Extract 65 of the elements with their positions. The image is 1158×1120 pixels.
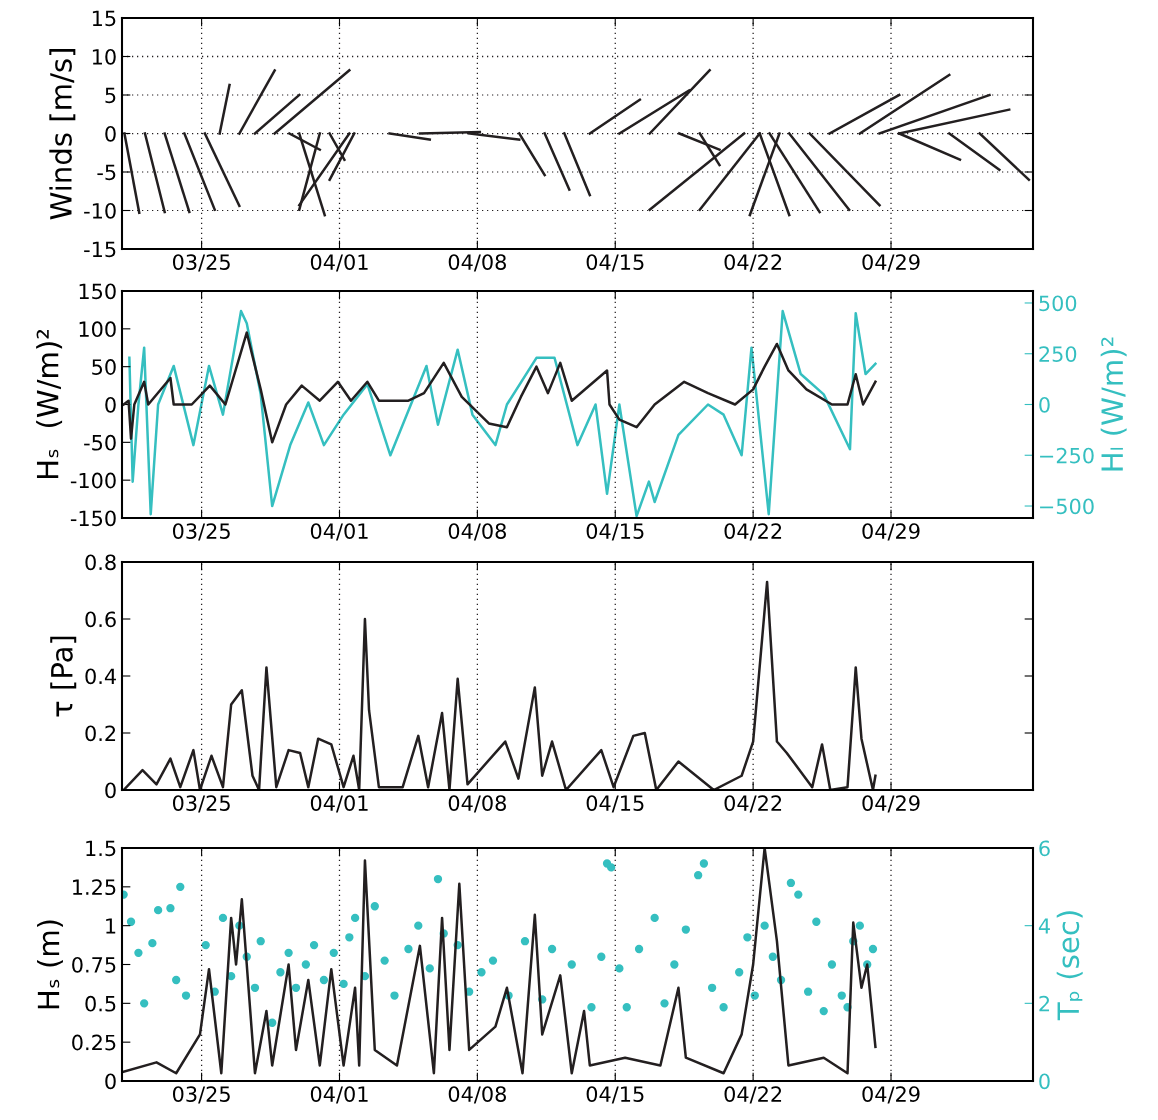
x-tick-label: 04/01 — [310, 795, 368, 813]
y2-tick-label: 500 — [1039, 295, 1077, 312]
y-axis-title: Hₛ (W/m)² — [36, 329, 63, 479]
y2-tick-label: 2 — [1039, 995, 1050, 1012]
x-tick-label: 04/15 — [586, 523, 644, 541]
x-tick-label: 04/22 — [724, 795, 782, 813]
y-tick-label: -10 — [84, 202, 116, 219]
x-tick-label: 04/08 — [448, 254, 506, 272]
y-tick-label: 1.25 — [73, 879, 116, 896]
y2-tick-label: 0 — [1039, 1073, 1050, 1090]
y-tick-label: 0 — [105, 782, 116, 799]
x-tick-label: 04/22 — [724, 523, 782, 541]
y-tick-label: 150 — [79, 283, 116, 300]
y2-tick-label: 0 — [1039, 396, 1050, 413]
y-axis-title: τ [Pa] — [50, 636, 77, 717]
y2-axis-title: Hₗ (W/m)² — [1100, 337, 1127, 471]
y-tick-label: 100 — [79, 321, 116, 338]
y-tick-label: 0 — [105, 1073, 116, 1090]
y-tick-label: 0 — [105, 396, 116, 413]
y2-tick-label: 4 — [1038, 918, 1050, 934]
y-tick-label: 10 — [92, 48, 116, 65]
x-tick-label: 04/22 — [724, 254, 782, 272]
y-tick-label: -100 — [70, 472, 116, 489]
x-tick-label: 04/01 — [310, 1086, 368, 1104]
y-tick-label: 15 — [92, 10, 116, 27]
y-tick-label: -5 — [97, 164, 116, 181]
y-tick-label: 0.5 — [85, 995, 116, 1012]
x-tick-label: 03/25 — [172, 254, 230, 272]
y-axis-title: Winds [m/s] — [49, 49, 76, 220]
x-tick-label: 03/25 — [172, 1086, 230, 1104]
x-tick-label: 03/25 — [172, 523, 230, 541]
y-tick-label: 0.25 — [72, 1034, 116, 1051]
y-tick-label: 50 — [92, 359, 116, 375]
y-axis-title: Hₛ (m) — [37, 920, 63, 1009]
x-tick-label: 04/29 — [862, 795, 920, 813]
x-tick-label: 04/29 — [862, 523, 920, 541]
y-tick-label: 1 — [106, 918, 116, 934]
y-tick-label: 1.5 — [86, 840, 116, 857]
x-tick-label: 03/25 — [172, 795, 230, 813]
y-tick-label: -150 — [70, 510, 116, 527]
y2-tick-label: −500 — [1040, 498, 1094, 515]
x-tick-label: 04/08 — [448, 795, 506, 813]
y-tick-label: 0.2 — [85, 725, 116, 742]
y-tick-label: -50 — [84, 434, 116, 451]
x-tick-label: 04/22 — [724, 1086, 782, 1104]
y2-tick-label: 250 — [1039, 346, 1077, 362]
x-tick-label: 04/01 — [310, 254, 368, 272]
x-tick-label: 04/15 — [586, 254, 644, 272]
x-tick-label: 04/08 — [448, 523, 506, 541]
x-tick-label: 04/15 — [586, 795, 644, 813]
y-tick-label: 0.4 — [85, 668, 116, 685]
y-tick-label: 0.8 — [85, 554, 116, 571]
x-tick-label: 04/15 — [586, 1086, 644, 1104]
y2-tick-label: 6 — [1039, 840, 1050, 857]
x-tick-label: 04/08 — [448, 1086, 506, 1104]
y-tick-label: 0.75 — [72, 956, 116, 973]
y-tick-label: -15 — [84, 241, 116, 258]
x-tick-label: 04/01 — [310, 523, 368, 541]
y-tick-label: 5 — [105, 87, 116, 104]
y2-tick-label: −250 — [1040, 447, 1094, 464]
y-tick-label: 0 — [105, 125, 116, 142]
y2-axis-title: Tₚ (sec) — [1056, 911, 1083, 1021]
y-tick-label: 0.6 — [85, 611, 116, 628]
x-tick-label: 04/29 — [862, 1086, 920, 1104]
x-tick-label: 04/29 — [862, 254, 920, 272]
